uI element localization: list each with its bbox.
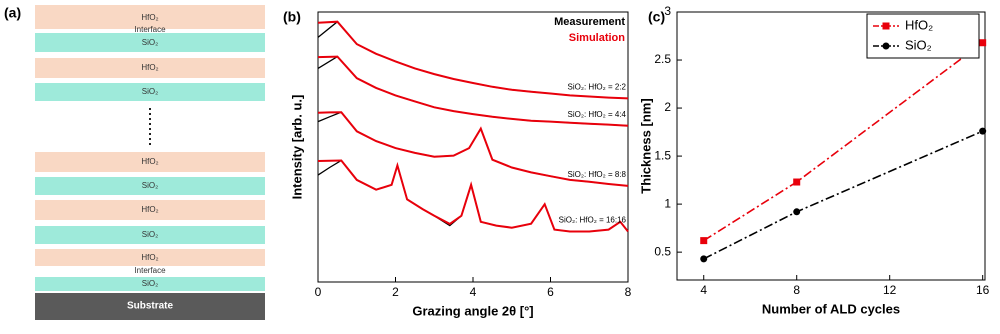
- simulation-curve: [317, 159, 629, 233]
- layer: [35, 33, 265, 52]
- layer: [35, 58, 265, 78]
- layer: [35, 249, 265, 266]
- y-tick-label: 3: [664, 4, 671, 18]
- layer: [35, 226, 265, 244]
- layer: [35, 5, 265, 29]
- x-tick-label: 16: [976, 283, 990, 297]
- layer: [35, 200, 265, 220]
- layer-label: HfO₂: [141, 205, 158, 214]
- layer-label: HfO₂: [141, 63, 158, 72]
- marker: [979, 39, 987, 47]
- series-line: [703, 130, 984, 260]
- layer: [35, 177, 265, 195]
- layer-label: SiO₂: [142, 38, 158, 47]
- x-tick-label: 8: [793, 283, 800, 297]
- marker: [700, 255, 708, 263]
- marker: [700, 237, 708, 245]
- layer: [35, 277, 265, 291]
- y-tick-label: 1.5: [654, 148, 671, 162]
- layer-label: Substrate: [127, 301, 174, 312]
- simulation-curve: [317, 111, 629, 187]
- legend-entry: Measurement: [554, 16, 625, 28]
- y-tick-label: 1: [664, 196, 671, 210]
- legend-entry: Simulation: [569, 32, 626, 44]
- layer-label: HfO₂: [141, 13, 158, 22]
- marker: [979, 127, 987, 135]
- layer-label: SiO₂: [142, 230, 158, 239]
- simulation-curve: [317, 55, 629, 127]
- curve-label: SiO₂: HfO₂ = 8:8: [568, 170, 627, 179]
- simulation-curve: [317, 20, 629, 100]
- layer-label: HfO₂: [141, 253, 158, 262]
- panel-label: (a): [4, 5, 21, 21]
- x-tick-label: 8: [625, 285, 632, 299]
- legend-box: [866, 13, 980, 59]
- layer-label: Interface: [134, 266, 166, 275]
- legend-entry: HfO₂: [905, 17, 933, 32]
- y-axis-title: Intensity [arb. u.]: [289, 95, 304, 200]
- layer-label: Interface: [134, 25, 166, 34]
- x-tick-label: 4: [470, 285, 477, 299]
- panel-label: (c): [648, 9, 665, 25]
- x-tick-label: 0: [315, 285, 322, 299]
- y-tick-label: 2.5: [654, 52, 671, 66]
- x-tick-label: 4: [700, 283, 707, 297]
- legend-marker: [882, 22, 890, 30]
- y-tick-label: 0.5: [654, 244, 671, 258]
- curve-label: SiO₂: HfO₂ = 16:16: [559, 216, 627, 225]
- layer-label: SiO₂: [142, 181, 158, 190]
- legend-marker: [882, 42, 890, 50]
- layer: [35, 83, 265, 101]
- x-axis-title: Grazing angle 2θ [°]: [412, 303, 533, 318]
- y-axis-title: Thickness [nm]: [638, 98, 653, 193]
- x-tick-label: 6: [547, 285, 554, 299]
- plot-frame: [317, 11, 629, 283]
- layer-label: HfO₂: [141, 157, 158, 166]
- curve-label: SiO₂: HfO₂ = 2:2: [568, 83, 627, 92]
- plot-frame: [676, 11, 986, 281]
- y-tick-label: 2: [664, 100, 671, 114]
- marker: [793, 178, 801, 186]
- layer-label: SiO₂: [142, 87, 158, 96]
- x-tick-label: 12: [883, 283, 897, 297]
- x-tick-label: 2: [392, 285, 399, 299]
- panel-label: (b): [283, 9, 301, 25]
- layer-label: SiO₂: [142, 279, 158, 288]
- stack-diagram: (a) HfO₂ Interface SiO₂ HfO₂ SiO₂ HfO₂ S…: [4, 5, 265, 320]
- layer: [35, 152, 265, 172]
- marker: [793, 208, 801, 216]
- x-axis-title: Number of ALD cycles: [762, 301, 900, 316]
- substrate: [35, 293, 265, 320]
- legend-entry: SiO₂: [905, 37, 932, 52]
- curve-label: SiO₂: HfO₂ = 4:4: [568, 110, 627, 119]
- series-line: [703, 42, 984, 242]
